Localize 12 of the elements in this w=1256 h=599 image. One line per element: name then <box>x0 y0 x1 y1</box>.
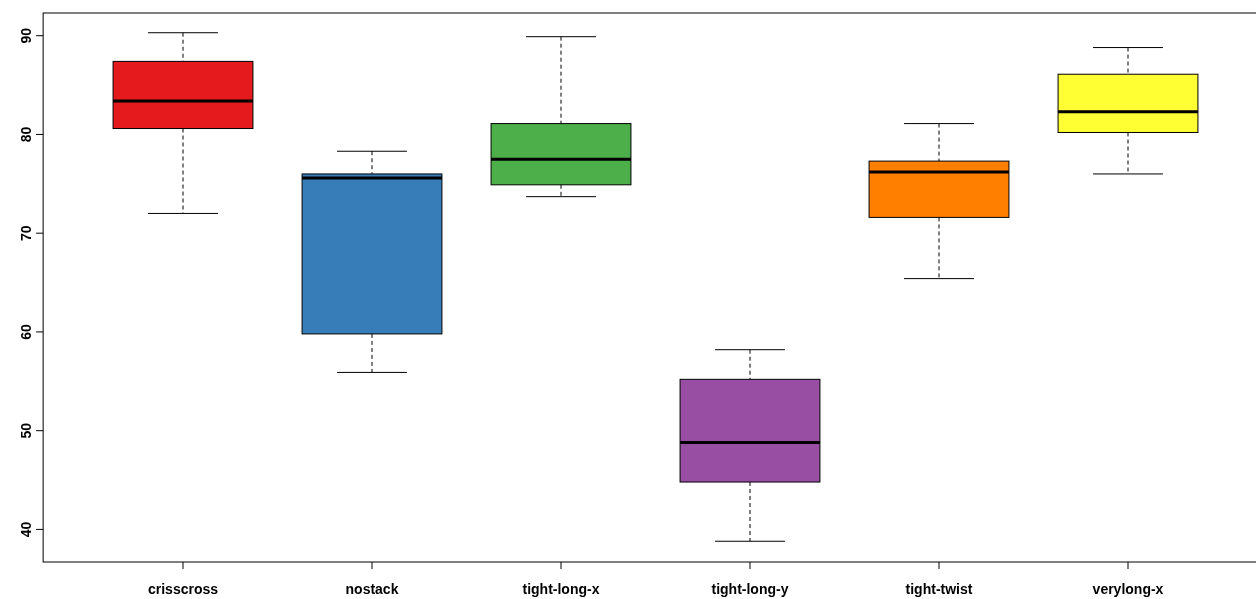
y-tick-label: 40 <box>18 521 35 538</box>
x-tick-label: tight-long-y <box>711 581 789 597</box>
x-tick-label: tight-long-x <box>522 581 600 597</box>
y-tick-label: 60 <box>18 323 35 340</box>
y-tick-label: 50 <box>18 422 35 439</box>
x-tick-label: nostack <box>345 581 399 597</box>
y-tick-label: 80 <box>18 126 35 143</box>
x-tick-label: crisscross <box>147 581 219 597</box>
x-tick-label: tight-twist <box>905 581 973 597</box>
y-tick-label: 90 <box>18 27 35 44</box>
x-tick-label: verylong-x <box>1092 581 1164 597</box>
y-tick-label: 70 <box>18 225 35 241</box>
